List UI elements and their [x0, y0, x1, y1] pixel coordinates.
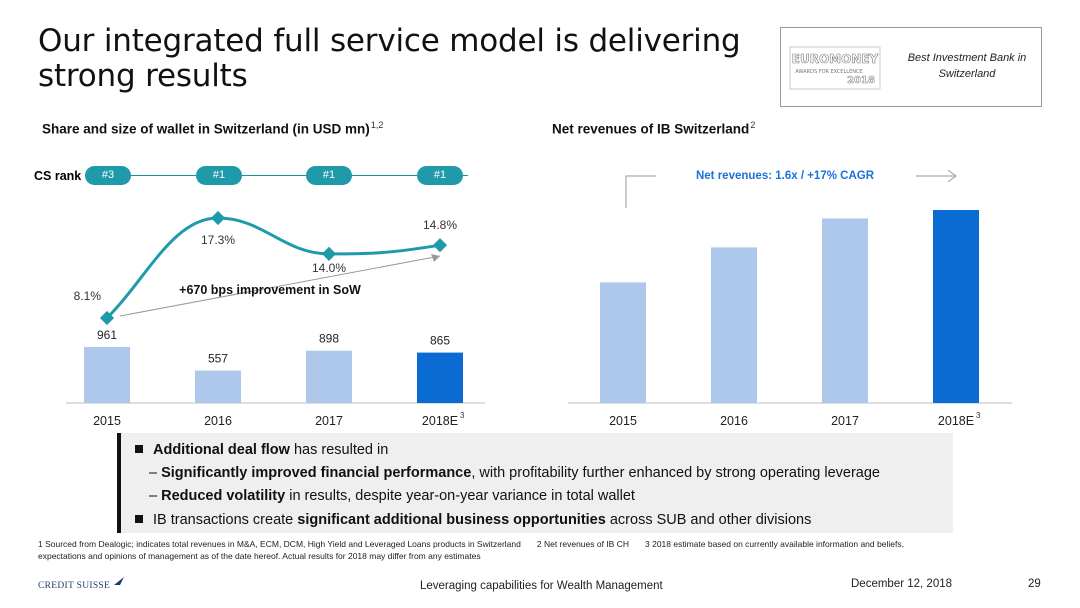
footnote-2: 2 Net revenues of IB CH — [536, 539, 629, 549]
sow-marker — [210, 210, 226, 226]
sub-bullet-item: – Significantly improved financial perfo… — [149, 465, 880, 481]
slide-title: Our integrated full service model is del… — [38, 23, 741, 94]
cs-rank-pill: #1 — [417, 166, 463, 185]
wallet-bar — [417, 352, 463, 403]
right-x-tick: 2017 — [831, 414, 859, 428]
bullet-item: Additional deal flow has resulted in — [135, 442, 388, 458]
sow-marker — [432, 238, 448, 253]
wallet-bar-label: 865 — [430, 334, 450, 348]
footer-date: December 12, 2018 — [851, 578, 953, 590]
bullet-text: across SUB and other divisions — [605, 512, 812, 528]
cagr-arrow-head — [947, 169, 957, 183]
left-chart-title-text: Share and size of wallet in Switzerland … — [42, 121, 370, 137]
cs-rank-pill: #1 — [196, 166, 242, 185]
footnotes: 1 Sourced from Dealogic; indicates total… — [38, 538, 1038, 562]
sub-bullet-item: – Reduced volatility in results, despite… — [149, 488, 635, 504]
bullet-text: Additional deal flow — [153, 442, 290, 458]
award-logo-text: EUROMONEY — [792, 52, 879, 66]
sow-arrow-head — [431, 254, 440, 262]
cs-rank-label: CS rank — [34, 169, 82, 183]
sow-label: 8.1% — [74, 289, 102, 303]
right-x-tick: 2016 — [720, 414, 748, 428]
sow-label: 14.0% — [312, 261, 346, 275]
sow-label: 17.3% — [201, 233, 235, 247]
cs-rank-pill: #1 — [306, 166, 352, 185]
footnote-1: 1 Sourced from Dealogic; indicates total… — [38, 539, 521, 549]
sow-marker — [321, 246, 337, 261]
sow-line — [105, 216, 441, 320]
right-x-tick: 2015 — [609, 414, 637, 428]
revenue-bar — [711, 247, 757, 403]
dash-icon: – — [149, 465, 162, 481]
bullet-text: Significantly improved financial perform… — [161, 465, 472, 481]
wallet-bar — [84, 347, 130, 403]
award-box: EUROMONEY AWARDS FOR EXCELLENCE 2018 Bes… — [780, 27, 1042, 107]
wallet-bar — [306, 350, 352, 403]
award-logo-sub: AWARDS FOR EXCELLENCE — [795, 69, 862, 75]
left-chart-title: Share and size of wallet in Switzerland … — [42, 120, 383, 137]
award-text: Best Investment Bank in Switzerland — [907, 52, 1027, 80]
award-logo-year: 2018 — [847, 75, 875, 86]
right-x-tick-sup: 3 — [976, 411, 981, 420]
left-x-tick: 2015 — [93, 414, 121, 428]
cagr-label: Net revenues: 1.6x / +17% CAGR — [695, 170, 874, 182]
dash-icon: – — [149, 488, 162, 504]
page-number: 29 — [1028, 578, 1041, 590]
revenue-bar — [822, 218, 868, 403]
bullet-square-icon — [135, 445, 143, 453]
bullet-item: IB transactions create significant addit… — [135, 512, 811, 528]
footnote-3-cont: expectations and opinions of management … — [38, 551, 481, 561]
left-x-tick: 2016 — [204, 414, 232, 428]
cs-rank-pill: #3 — [85, 166, 131, 185]
sow-arrow-line — [119, 255, 441, 317]
wallet-bar-label: 961 — [97, 328, 117, 342]
bullet-text: significant additional business opportun… — [297, 512, 606, 528]
bullet-text: Reduced volatility — [161, 488, 286, 504]
right-chart-title: Net revenues of IB Switzerland2 — [552, 120, 755, 137]
footer-logo-text: CREDIT SUISSE — [38, 581, 111, 591]
bullet-text: , with profitability further enhanced by… — [471, 465, 880, 481]
sails-icon — [113, 577, 124, 585]
bullet-text: IB transactions create — [153, 512, 298, 528]
wallet-bar-label: 898 — [319, 332, 339, 346]
key-takeaways-box: Additional deal flow has resulted in – Si… — [117, 433, 953, 533]
revenue-bar — [600, 282, 646, 403]
sow-marker — [99, 310, 115, 326]
left-x-tick-sup: 3 — [460, 411, 465, 420]
wallet-bar — [195, 370, 241, 403]
bullet-text: in results, despite year-on-year varianc… — [285, 488, 635, 504]
wallet-bar-label: 557 — [208, 352, 228, 366]
credit-suisse-logo: CREDIT SUISSE — [38, 576, 125, 591]
bullet-text: has resulted in — [289, 442, 389, 458]
cs-rank-line — [88, 175, 468, 176]
left-x-tick: 2017 — [315, 414, 343, 428]
footnote-3: 3 2018 estimate based on currently avail… — [645, 539, 904, 549]
euromoney-award-logo: EUROMONEY AWARDS FOR EXCELLENCE 2018 — [789, 46, 881, 90]
right-chart-title-text: Net revenues of IB Switzerland — [552, 121, 750, 137]
revenue-bar — [933, 210, 979, 403]
right-x-tick: 2018E — [938, 414, 974, 428]
left-x-tick: 2018E — [422, 414, 458, 428]
sow-label: 14.8% — [423, 218, 457, 232]
left-chart-title-sup: 1,2 — [370, 120, 384, 130]
footer-tagline: Leveraging capabilities for Wealth Manag… — [420, 580, 663, 592]
cagr-bracket — [625, 175, 656, 208]
right-chart-title-sup: 2 — [750, 120, 756, 130]
bullet-square-icon — [135, 515, 143, 523]
sow-improvement-note: +670 bps improvement in SoW — [179, 283, 361, 297]
